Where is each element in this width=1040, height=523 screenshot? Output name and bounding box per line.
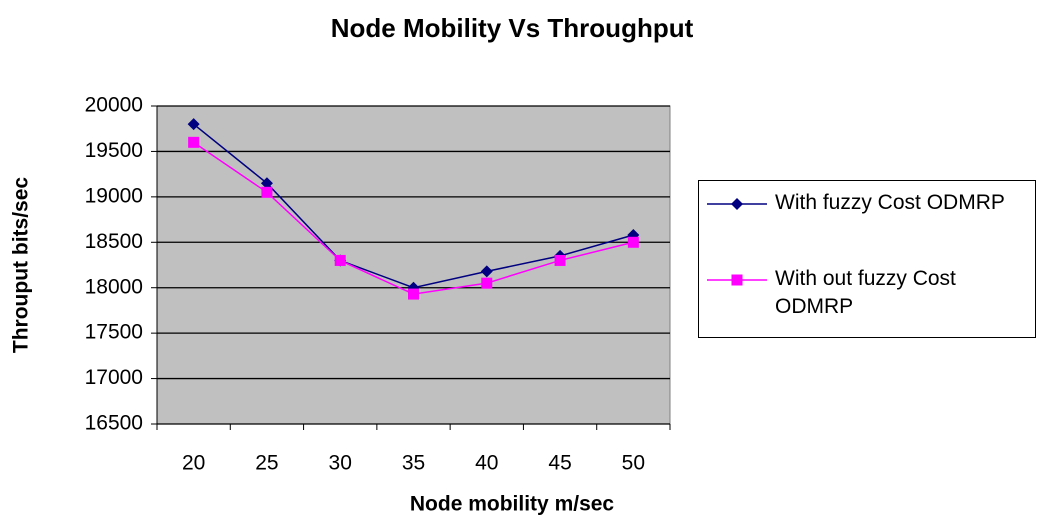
marker xyxy=(260,177,273,190)
x-tick-label: 20 xyxy=(182,452,205,475)
marker xyxy=(731,198,743,210)
legend-entry: With fuzzy Cost ODMRP xyxy=(705,189,1031,249)
marker xyxy=(554,254,566,266)
plot-area xyxy=(156,105,671,425)
marker xyxy=(188,136,200,148)
legend: With fuzzy Cost ODMRP With out fuzzy Cost… xyxy=(698,180,1036,338)
legend-label: With out fuzzy Cost ODMRP xyxy=(775,267,956,318)
y-tick-label: 20000 xyxy=(85,94,143,117)
legend-label: With fuzzy Cost ODMRP xyxy=(775,191,1005,214)
y-tick-label: 16500 xyxy=(85,412,143,435)
marker xyxy=(731,274,743,286)
legend-swatch xyxy=(707,274,767,286)
x-tick-label: 50 xyxy=(622,452,645,475)
y-axis-label: Throuput bits/sec xyxy=(10,177,33,353)
y-tick-label: 17500 xyxy=(85,321,143,344)
x-tick-label: 40 xyxy=(475,452,498,475)
chart-title: Node Mobility Vs Throughput xyxy=(331,13,694,43)
y-tick-label: 19000 xyxy=(85,184,143,207)
x-axis-label: Node mobility m/sec xyxy=(410,493,615,516)
legend-swatch xyxy=(707,198,767,210)
marker xyxy=(261,186,273,198)
marker xyxy=(334,254,346,266)
marker xyxy=(408,288,419,300)
y-tick-label: 19500 xyxy=(85,139,143,162)
legend-entry: With out fuzzy Cost ODMRP xyxy=(705,265,1031,325)
x-tick-label: 45 xyxy=(548,452,571,475)
marker xyxy=(627,236,639,248)
x-tick-label: 25 xyxy=(255,452,278,475)
marker xyxy=(187,118,200,131)
marker xyxy=(481,277,493,289)
x-tick-label: 30 xyxy=(329,452,352,475)
y-tick-label: 17000 xyxy=(85,366,143,389)
y-tick-label: 18000 xyxy=(85,275,143,298)
y-tick-label: 18500 xyxy=(85,230,143,253)
x-tick-label: 35 xyxy=(402,452,425,475)
marker xyxy=(480,265,493,278)
